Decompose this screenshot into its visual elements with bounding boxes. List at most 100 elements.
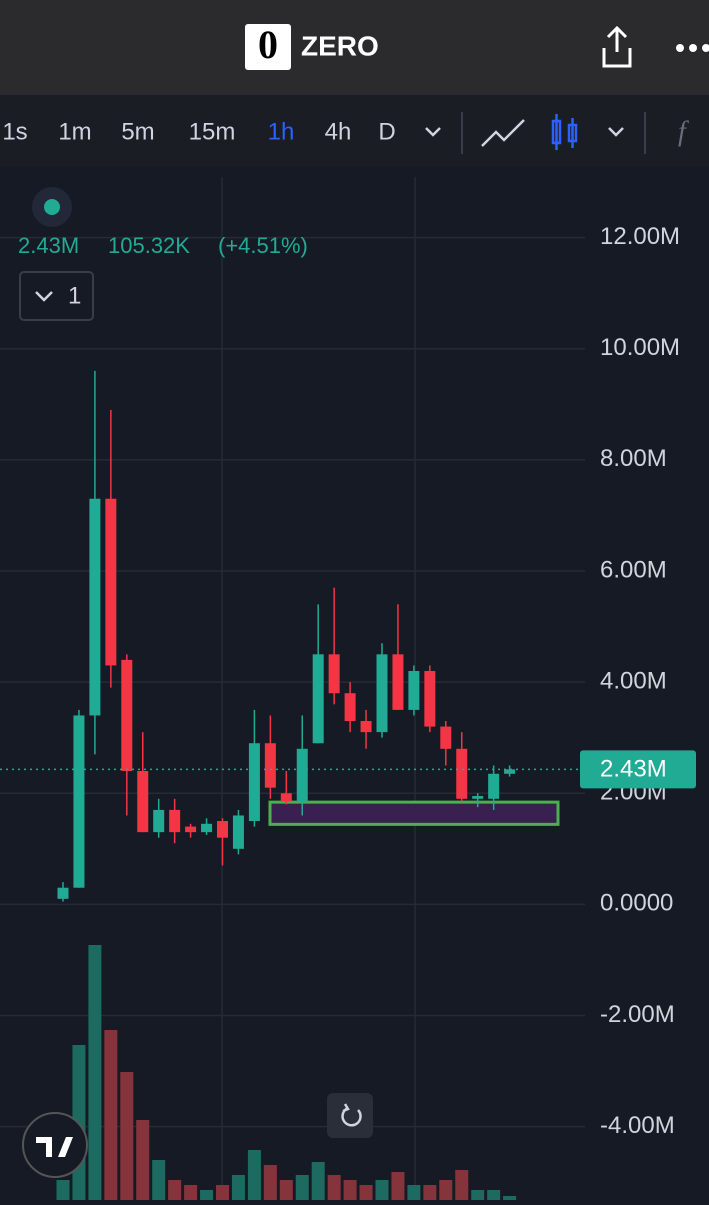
y-tick-label: 12.00M bbox=[600, 223, 680, 250]
candle-body bbox=[280, 793, 292, 802]
timeframes: 1s 1m 5m 15m 1h 4h D bbox=[2, 118, 395, 145]
y-tick-label: -2.00M bbox=[600, 1001, 675, 1028]
volume-bar bbox=[439, 1180, 453, 1200]
indicator-toggle[interactable] bbox=[19, 271, 94, 321]
candle-body bbox=[73, 715, 85, 888]
candle-body bbox=[456, 748, 468, 799]
candle-body bbox=[137, 771, 149, 833]
candle-body bbox=[472, 796, 484, 799]
toolbar bbox=[0, 95, 709, 167]
header-bar bbox=[0, 0, 709, 95]
line-chart-button[interactable] bbox=[481, 119, 525, 147]
volume-bar bbox=[471, 1190, 485, 1200]
legend-price: 2.43M bbox=[18, 233, 79, 258]
volume-bar bbox=[327, 1175, 341, 1200]
volume-bar bbox=[56, 1180, 70, 1200]
chevron bbox=[35, 291, 53, 302]
timeframe-button[interactable]: 5m bbox=[121, 118, 154, 145]
volume-bar bbox=[455, 1170, 469, 1200]
candle-body bbox=[440, 726, 452, 749]
legend-change: 105.32K bbox=[108, 233, 190, 258]
candle-body bbox=[232, 815, 244, 849]
reset-icon bbox=[341, 1103, 362, 1127]
candle-body bbox=[296, 748, 308, 802]
candle-chart-button[interactable] bbox=[551, 114, 578, 150]
volume-bar bbox=[247, 1150, 261, 1200]
volume-bar bbox=[279, 1180, 293, 1200]
candle-body bbox=[169, 809, 181, 833]
plot-background bbox=[0, 177, 709, 1200]
candle-body bbox=[217, 821, 228, 838]
volume-bar bbox=[375, 1180, 389, 1200]
candle-body bbox=[328, 654, 340, 694]
volume-bar bbox=[423, 1185, 437, 1200]
candle-body bbox=[312, 654, 324, 744]
candle-body bbox=[153, 809, 165, 833]
title: ZERO bbox=[301, 30, 379, 61]
y-tick-label: 4.00M bbox=[600, 667, 667, 694]
candle-body bbox=[121, 659, 133, 772]
volume-bar bbox=[104, 1030, 118, 1200]
more-button[interactable] bbox=[676, 44, 709, 52]
volume-bar bbox=[152, 1160, 166, 1200]
candle-body bbox=[248, 743, 260, 822]
volume-bar bbox=[407, 1185, 421, 1200]
volume-bar bbox=[503, 1196, 517, 1200]
volume-bar bbox=[120, 1072, 134, 1200]
volume-bar bbox=[136, 1120, 150, 1200]
tv-logo[interactable] bbox=[22, 1112, 88, 1178]
y-tick-label: 8.00M bbox=[600, 445, 667, 472]
share-button[interactable] bbox=[602, 25, 632, 68]
candle-body bbox=[344, 693, 356, 722]
timeframe-button[interactable]: 4h bbox=[325, 118, 352, 145]
candle-body bbox=[504, 769, 516, 774]
zone bbox=[268, 800, 560, 826]
logo-box bbox=[245, 24, 291, 70]
y-tick-label: 10.00M bbox=[600, 334, 680, 361]
indicators-button[interactable]: f bbox=[678, 116, 689, 147]
timeframe-button[interactable]: 15m bbox=[189, 118, 236, 145]
volume-bar bbox=[168, 1180, 182, 1200]
indicator-count: 1 bbox=[68, 282, 81, 309]
reset-button[interactable] bbox=[327, 1093, 373, 1138]
last-price-label: 2.43M bbox=[600, 756, 667, 783]
volume-bar bbox=[391, 1172, 405, 1200]
plot: -4.00M-2.00M0.00002.00M4.00M6.00M8.00M10… bbox=[0, 177, 709, 1200]
y-tick-label: 0.0000 bbox=[600, 890, 673, 917]
volume-bar bbox=[295, 1175, 309, 1200]
timeframe-button[interactable]: 1h bbox=[268, 118, 295, 145]
status-dot bbox=[44, 199, 60, 215]
candle-body bbox=[360, 721, 372, 733]
candle-body bbox=[201, 823, 213, 833]
candle-body bbox=[264, 743, 276, 788]
volume-bar bbox=[343, 1180, 357, 1200]
last-price-tag bbox=[580, 750, 696, 789]
candle-body bbox=[376, 654, 388, 733]
volume-bar bbox=[216, 1185, 229, 1200]
timeframe-menu[interactable] bbox=[425, 127, 441, 137]
logo: 0 bbox=[258, 22, 278, 67]
y-tick-label: -4.00M bbox=[600, 1112, 675, 1139]
volume-bar bbox=[359, 1185, 373, 1200]
volume-bar bbox=[231, 1175, 245, 1200]
chart-type-menu[interactable] bbox=[608, 127, 624, 137]
volume-bar bbox=[88, 945, 102, 1200]
candle-body bbox=[185, 826, 197, 833]
candle-body bbox=[89, 498, 101, 716]
timeframe-button[interactable]: 1m bbox=[58, 118, 91, 145]
candle-body bbox=[392, 654, 404, 710]
candle-body bbox=[57, 887, 69, 899]
candle-body bbox=[105, 498, 117, 666]
timeframe-button[interactable]: 1s bbox=[2, 118, 27, 145]
y-tick-label: 6.00M bbox=[600, 556, 667, 583]
volume-bar bbox=[263, 1165, 277, 1200]
timeframe-button[interactable]: D bbox=[378, 118, 395, 145]
volume-bar bbox=[184, 1185, 198, 1200]
candle-body bbox=[424, 670, 436, 727]
candle-body bbox=[408, 670, 420, 710]
volume-bar bbox=[200, 1190, 214, 1200]
candle-body bbox=[488, 773, 500, 799]
legend-change-pct: (+4.51%) bbox=[218, 233, 308, 258]
volume-bar bbox=[311, 1162, 325, 1200]
